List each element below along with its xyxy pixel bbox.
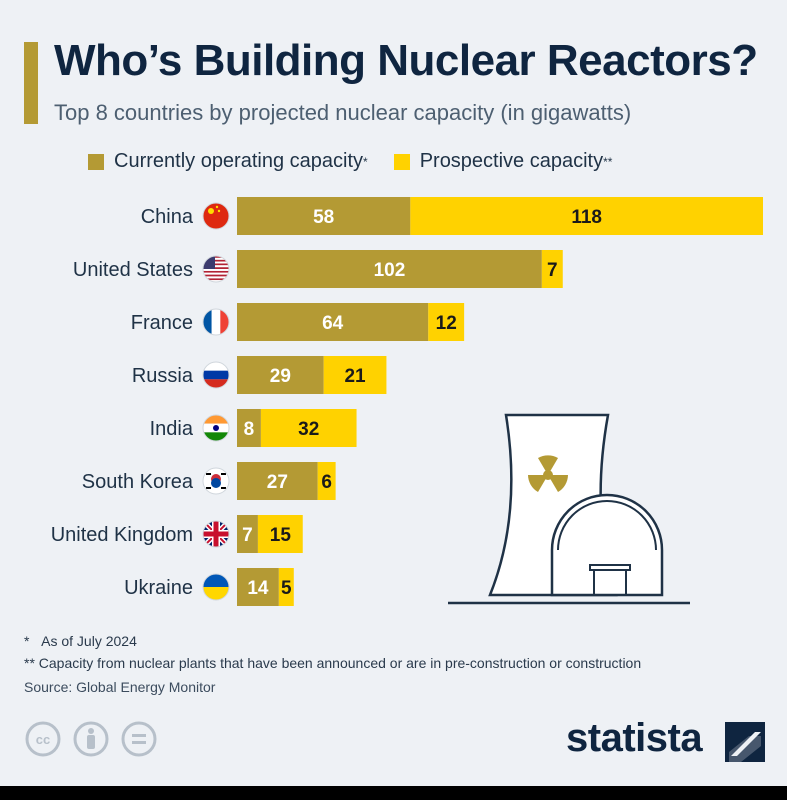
- legend-label-prospective: Prospective capacity: [419, 150, 604, 172]
- bar-operating: [237, 409, 261, 447]
- usa-flag-icon: [202, 255, 230, 283]
- data-label-prospective: 32: [298, 419, 319, 440]
- legend-label-operating: Currently operating capacity: [114, 150, 364, 172]
- legend-mark-prospective: **: [603, 154, 613, 169]
- legend-item-prospective: Prospective capacity **: [393, 150, 613, 173]
- ukraine-flag-icon: [202, 573, 230, 601]
- bar-operating: [237, 462, 318, 500]
- russia-flag-icon: [202, 361, 230, 389]
- china-flag-icon: [202, 202, 230, 230]
- india-flag-icon: [202, 414, 230, 442]
- legend-mark-operating: *: [363, 154, 368, 169]
- data-label-prospective: 118: [571, 207, 602, 228]
- category-label-south-korea: South Korea: [82, 471, 194, 493]
- bar-prospective: [257, 515, 303, 553]
- bar-operating: [237, 568, 279, 606]
- bar-operating: [237, 515, 258, 553]
- source-note: Source: Global Energy Monitor: [24, 679, 216, 695]
- category-label-russia: Russia: [132, 365, 194, 387]
- footnote-date: * As of July 2024: [24, 633, 137, 649]
- bar-prospective: [278, 568, 294, 606]
- svg-text:cc: cc: [36, 732, 50, 747]
- data-label-prospective: 15: [270, 525, 292, 546]
- no-derivatives-icon[interactable]: [120, 720, 158, 758]
- bar-prospective: [410, 197, 763, 235]
- license-icons: cc: [24, 720, 168, 758]
- data-label-prospective: 5: [281, 578, 292, 599]
- data-label-prospective: 7: [547, 260, 558, 281]
- bar-prospective: [541, 250, 563, 288]
- data-label-prospective: 21: [344, 366, 366, 387]
- category-label-france: France: [131, 312, 193, 334]
- data-label-operating: 27: [267, 472, 288, 493]
- data-label-operating: 64: [322, 313, 344, 334]
- france-flag-icon: [202, 308, 230, 336]
- cc-icon[interactable]: cc: [24, 720, 62, 758]
- legend-item-operating: Currently operating capacity *: [88, 150, 368, 173]
- data-label-operating: 29: [270, 366, 291, 387]
- bar-prospective: [323, 356, 387, 394]
- statista-logo-text[interactable]: statista: [566, 716, 703, 760]
- chart-subtitle: Top 8 countries by projected nuclear cap…: [54, 100, 632, 125]
- data-label-operating: 7: [242, 525, 253, 546]
- bar-prospective: [317, 462, 336, 500]
- legend-swatch-prospective: [393, 153, 410, 170]
- legend: Currently operating capacity * Prospectiv…: [88, 150, 638, 173]
- bar-prospective: [428, 303, 465, 341]
- title-accent-bar: [24, 42, 38, 124]
- footnote-prospective: ** Capacity from nuclear plants that hav…: [24, 655, 642, 671]
- nuclear-power-plant-icon: [448, 413, 690, 605]
- data-label-operating: 58: [313, 207, 334, 228]
- bar-prospective: [260, 409, 357, 447]
- attribution-icon[interactable]: [72, 720, 110, 758]
- legend-swatch-operating: [88, 153, 104, 170]
- uk-flag-icon: [202, 520, 230, 548]
- data-label-operating: 8: [244, 419, 255, 440]
- bar-operating: [237, 197, 411, 235]
- category-label-india: India: [150, 418, 194, 440]
- data-label-prospective: 6: [321, 472, 332, 493]
- bar-operating: [237, 356, 324, 394]
- category-label-ukraine: Ukraine: [124, 577, 193, 599]
- bottom-border: [0, 786, 787, 800]
- category-label-united-kingdom: United Kingdom: [51, 524, 193, 546]
- data-label-prospective: 12: [436, 313, 457, 334]
- category-label-united-states: United States: [73, 259, 193, 281]
- data-label-operating: 14: [247, 578, 269, 599]
- bar-operating: [237, 250, 542, 288]
- statista-logo-icon[interactable]: [725, 722, 765, 762]
- bar-operating: [237, 303, 429, 341]
- south-korea-flag-icon: [202, 467, 230, 495]
- category-label-china: China: [141, 206, 194, 228]
- chart-title: Who’s Building Nuclear Reactors?: [54, 36, 758, 85]
- data-label-operating: 102: [374, 260, 406, 281]
